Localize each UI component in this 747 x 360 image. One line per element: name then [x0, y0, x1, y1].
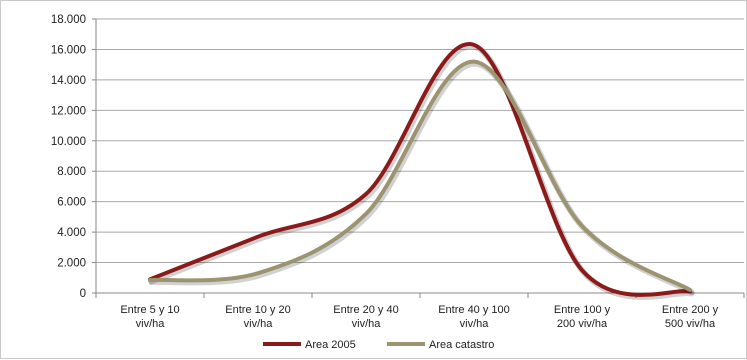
y-tick-label: 0 [80, 288, 86, 300]
y-tick-label: 18.000 [51, 14, 86, 26]
y-tick-label: 8.000 [57, 166, 86, 178]
y-tick-label: 2.000 [57, 258, 86, 270]
x-category-label: Entre 200 y 500 viv/ha [662, 304, 719, 330]
series-line-area-2005 [148, 42, 692, 297]
x-category-label: Entre 40 y 100 viv/ha [438, 304, 510, 330]
legend-label: Area 2005 [305, 339, 356, 351]
legend-label: Area catastro [429, 339, 494, 351]
y-tick-label: 10.000 [51, 136, 86, 148]
y-tick-label: 4.000 [57, 227, 86, 239]
y-axis-tick-labels: 0 2.000 4.000 6.000 8.000 10.000 12.000 14.000 1… [51, 14, 86, 300]
x-axis-category-labels: Entre 5 y 10 viv/ha Entre 10 y 20 viv/ha Ent… [120, 304, 718, 330]
y-tick-label: 14.000 [51, 75, 86, 87]
x-category-label: Entre 100 y 200 viv/ha [554, 304, 611, 330]
series-lines [148, 42, 695, 300]
y-tick-label: 12.000 [51, 105, 86, 117]
x-category-label: Entre 20 y 40 viv/ha [333, 304, 398, 330]
y-tick-label: 16.000 [51, 44, 86, 56]
y-tick-label: 6.000 [57, 197, 86, 209]
x-category-label: Entre 5 y 10 viv/ha [120, 304, 179, 330]
x-category-label: Entre 10 y 20 viv/ha [225, 304, 290, 330]
legend: Area 2005 Area catastro [263, 339, 494, 351]
gridlines [96, 18, 744, 264]
axes [92, 18, 745, 298]
series-line-area-catastro [148, 59, 692, 292]
